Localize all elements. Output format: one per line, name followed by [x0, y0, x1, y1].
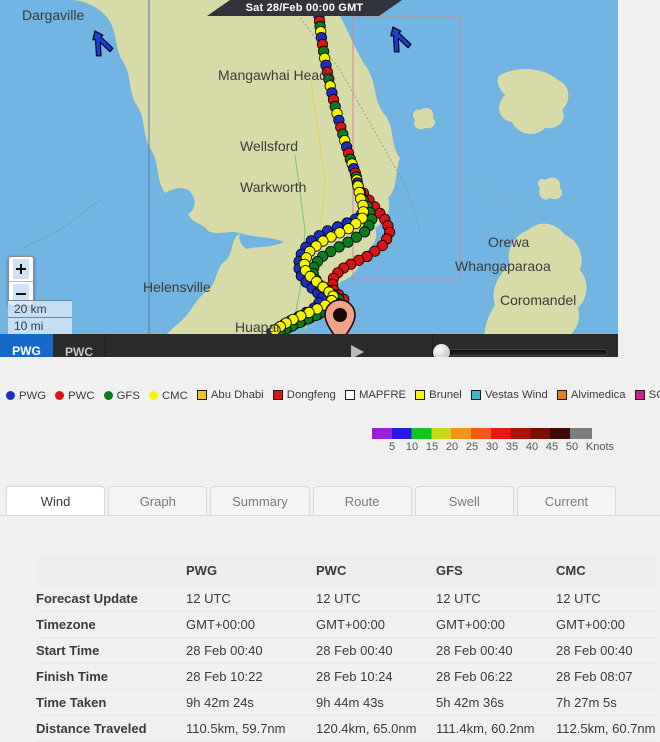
svg-text:Warkworth: Warkworth: [240, 179, 306, 195]
svg-text:Helensville: Helensville: [143, 279, 211, 295]
svg-text:Mangawhai Heads: Mangawhai Heads: [218, 67, 334, 83]
svg-text:Dargaville: Dargaville: [22, 7, 84, 23]
svg-text:Wellsford: Wellsford: [240, 138, 298, 154]
svg-text:Whangaparaoa: Whangaparaoa: [455, 258, 551, 274]
svg-text:Huapai: Huapai: [235, 319, 279, 335]
svg-text:Coromandel: Coromandel: [500, 292, 576, 308]
svg-text:Orewa: Orewa: [488, 234, 529, 250]
